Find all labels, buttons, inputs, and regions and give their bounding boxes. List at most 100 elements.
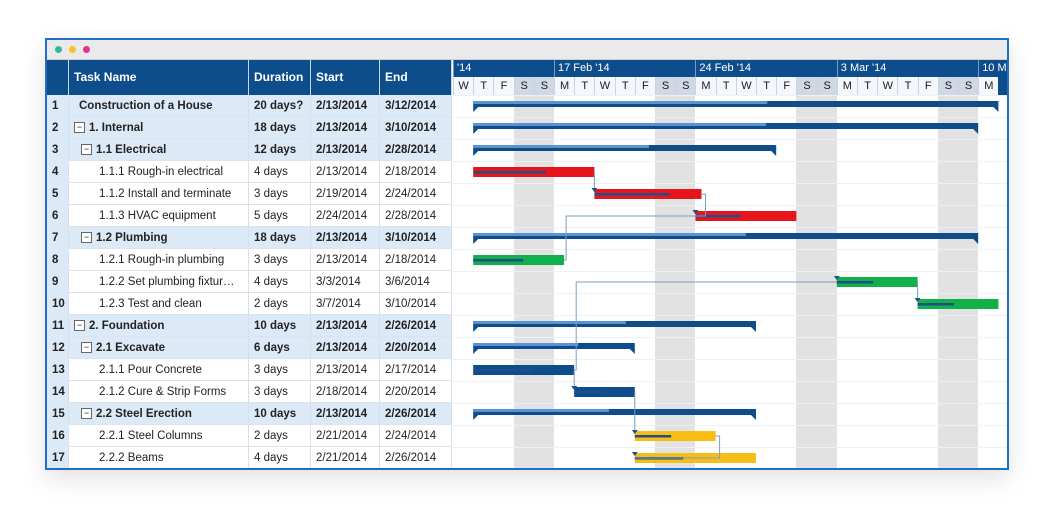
task-name-cell[interactable]: −1. Internal	[69, 117, 249, 139]
collapse-toggle-icon[interactable]: −	[81, 144, 92, 156]
task-row[interactable]: 17 2.2.2 Beams 4 days 2/21/2014 2/26/2014	[47, 447, 452, 468]
start-cell[interactable]: 2/21/2014	[311, 447, 380, 468]
task-row[interactable]: 8 1.2.1 Rough-in plumbing 3 days 2/13/2014 2…	[47, 249, 452, 271]
start-cell[interactable]: 2/13/2014	[311, 139, 380, 161]
task-name-cell[interactable]: 1.2.2 Set plumbing fixtur…	[69, 271, 249, 293]
duration-cell[interactable]: 18 days	[249, 117, 311, 139]
task-row[interactable]: 1 Construction of a House 20 days? 2/13/201…	[47, 95, 452, 117]
collapse-toggle-icon[interactable]: −	[74, 320, 85, 332]
duration-cell[interactable]: 3 days	[249, 183, 311, 205]
task-row[interactable]: 13 2.1.1 Pour Concrete 3 days 2/13/2014 2/17…	[47, 359, 452, 381]
start-cell[interactable]: 2/13/2014	[311, 359, 380, 381]
duration-cell[interactable]: 2 days	[249, 293, 311, 315]
task-row[interactable]: 3−1.1 Electrical 12 days 2/13/2014 2/28/201…	[47, 139, 452, 161]
duration-cell[interactable]: 4 days	[249, 161, 311, 183]
start-cell[interactable]: 2/13/2014	[311, 161, 380, 183]
task-name-cell[interactable]: 1.1.1 Rough-in electrical	[69, 161, 249, 183]
header-duration[interactable]: Duration	[249, 60, 311, 95]
task-row[interactable]: 10 1.2.3 Test and clean 2 days 3/7/2014 3/10…	[47, 293, 452, 315]
start-cell[interactable]: 2/21/2014	[311, 425, 380, 447]
task-name-cell[interactable]: 2.2.2 Beams	[69, 447, 249, 468]
duration-cell[interactable]: 4 days	[249, 271, 311, 293]
task-name-cell[interactable]: 2.1.2 Cure & Strip Forms	[69, 381, 249, 403]
task-row[interactable]: 16 2.2.1 Steel Columns 2 days 2/21/2014 2/24…	[47, 425, 452, 447]
task-name-cell[interactable]: 2.1.1 Pour Concrete	[69, 359, 249, 381]
end-cell[interactable]: 2/26/2014	[380, 447, 452, 468]
task-name-cell[interactable]: −2.2 Steel Erection	[69, 403, 249, 425]
task-row[interactable]: 6 1.1.3 HVAC equipment 5 days 2/24/2014 2/28…	[47, 205, 452, 227]
end-cell[interactable]: 2/20/2014	[380, 337, 452, 359]
header-start[interactable]: Start	[311, 60, 380, 95]
task-bar[interactable]	[836, 277, 918, 287]
start-cell[interactable]: 2/13/2014	[311, 117, 380, 139]
start-cell[interactable]: 3/3/2014	[311, 271, 380, 293]
task-bar[interactable]	[634, 431, 716, 441]
duration-cell[interactable]: 3 days	[249, 249, 311, 271]
start-cell[interactable]: 2/13/2014	[311, 227, 380, 249]
task-name-cell[interactable]: 1.2.1 Rough-in plumbing	[69, 249, 249, 271]
task-row[interactable]: 12−2.1 Excavate 6 days 2/13/2014 2/20/2014	[47, 337, 452, 359]
task-row[interactable]: 2−1. Internal 18 days 2/13/2014 3/10/2014	[47, 117, 452, 139]
task-bar[interactable]	[917, 299, 999, 309]
end-cell[interactable]: 2/24/2014	[380, 183, 452, 205]
collapse-toggle-icon[interactable]: −	[81, 408, 92, 420]
task-name-cell[interactable]: 1.1.2 Install and terminate	[69, 183, 249, 205]
end-cell[interactable]: 2/18/2014	[380, 249, 452, 271]
task-row[interactable]: 7−1.2 Plumbing 18 days 2/13/2014 3/10/2014	[47, 227, 452, 249]
duration-cell[interactable]: 4 days	[249, 447, 311, 468]
collapse-toggle-icon[interactable]: −	[81, 232, 92, 244]
duration-cell[interactable]: 3 days	[249, 381, 311, 403]
end-cell[interactable]: 3/10/2014	[380, 293, 452, 315]
window-dot-green[interactable]	[55, 46, 62, 53]
summary-bar[interactable]	[473, 409, 756, 415]
collapse-toggle-icon[interactable]: −	[81, 342, 92, 354]
start-cell[interactable]: 2/13/2014	[311, 403, 380, 425]
task-row[interactable]: 15−2.2 Steel Erection 10 days 2/13/2014 2/2…	[47, 403, 452, 425]
start-cell[interactable]: 2/13/2014	[311, 95, 380, 117]
end-cell[interactable]: 3/6/2014	[380, 271, 452, 293]
task-name-cell[interactable]: 1.1.3 HVAC equipment	[69, 205, 249, 227]
window-dot-pink[interactable]	[83, 46, 90, 53]
start-cell[interactable]: 2/13/2014	[311, 337, 380, 359]
window-dot-yellow[interactable]	[69, 46, 76, 53]
end-cell[interactable]: 3/10/2014	[380, 227, 452, 249]
task-name-cell[interactable]: −1.1 Electrical	[69, 139, 249, 161]
collapse-toggle-icon[interactable]: −	[74, 122, 85, 134]
task-name-cell[interactable]: −1.2 Plumbing	[69, 227, 249, 249]
task-name-cell[interactable]: −2. Foundation	[69, 315, 249, 337]
start-cell[interactable]: 2/18/2014	[311, 381, 380, 403]
header-end[interactable]: End	[380, 60, 452, 95]
end-cell[interactable]: 2/28/2014	[380, 139, 452, 161]
task-name-cell[interactable]: 2.2.1 Steel Columns	[69, 425, 249, 447]
header-task-name[interactable]: Task Name	[69, 60, 249, 95]
duration-cell[interactable]: 18 days	[249, 227, 311, 249]
task-name-cell[interactable]: −2.1 Excavate	[69, 337, 249, 359]
task-bar[interactable]	[695, 211, 797, 221]
task-name-cell[interactable]: Construction of a House	[69, 95, 249, 117]
duration-cell[interactable]: 6 days	[249, 337, 311, 359]
duration-cell[interactable]: 12 days	[249, 139, 311, 161]
task-row[interactable]: 14 2.1.2 Cure & Strip Forms 3 days 2/18/201…	[47, 381, 452, 403]
end-cell[interactable]: 2/17/2014	[380, 359, 452, 381]
end-cell[interactable]: 3/12/2014	[380, 95, 452, 117]
end-cell[interactable]: 2/28/2014	[380, 205, 452, 227]
start-cell[interactable]: 2/13/2014	[311, 315, 380, 337]
end-cell[interactable]: 2/20/2014	[380, 381, 452, 403]
start-cell[interactable]: 2/19/2014	[311, 183, 380, 205]
start-cell[interactable]: 2/24/2014	[311, 205, 380, 227]
task-row[interactable]: 11−2. Foundation 10 days 2/13/2014 2/26/201…	[47, 315, 452, 337]
duration-cell[interactable]: 10 days	[249, 315, 311, 337]
start-cell[interactable]: 3/7/2014	[311, 293, 380, 315]
end-cell[interactable]: 2/24/2014	[380, 425, 452, 447]
duration-cell[interactable]: 3 days	[249, 359, 311, 381]
end-cell[interactable]: 3/10/2014	[380, 117, 452, 139]
end-cell[interactable]: 2/18/2014	[380, 161, 452, 183]
start-cell[interactable]: 2/13/2014	[311, 249, 380, 271]
task-row[interactable]: 4 1.1.1 Rough-in electrical 4 days 2/13/201…	[47, 161, 452, 183]
duration-cell[interactable]: 20 days?	[249, 95, 311, 117]
task-name-cell[interactable]: 1.2.3 Test and clean	[69, 293, 249, 315]
task-row[interactable]: 9 1.2.2 Set plumbing fixtur… 4 days 3/3/201…	[47, 271, 452, 293]
task-row[interactable]: 5 1.1.2 Install and terminate 3 days 2/19/2…	[47, 183, 452, 205]
duration-cell[interactable]: 5 days	[249, 205, 311, 227]
end-cell[interactable]: 2/26/2014	[380, 315, 452, 337]
